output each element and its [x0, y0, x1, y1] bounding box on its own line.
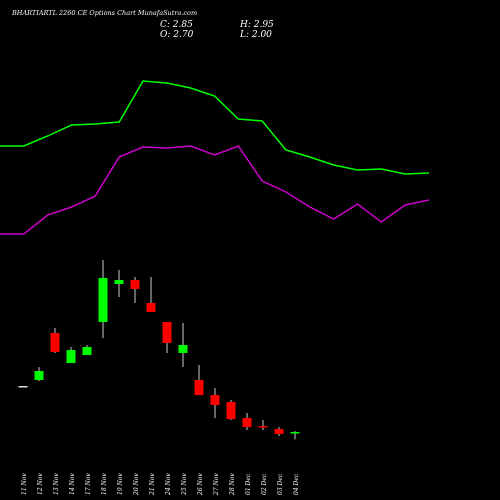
x-tick-label: 18 Nov	[101, 473, 108, 495]
x-tick-label: 14 Nov	[69, 473, 76, 495]
chart-title: BHARTIARTL 2260 CE Options Chart MunafaS…	[11, 9, 197, 17]
candle-body	[114, 280, 124, 284]
candle-body	[98, 277, 108, 322]
candle-body	[50, 333, 60, 353]
x-tick-label: 26 Nov	[197, 473, 204, 496]
x-tick-label: 28 Nov	[229, 473, 236, 496]
x-tick-label: 13 Nov	[53, 473, 60, 495]
x-tick-label: 02 Dec	[261, 473, 268, 495]
x-tick-label: 12 Nov	[37, 473, 44, 495]
x-tick-label: 20 Nov	[133, 473, 140, 496]
x-tick-label: 24 Nov	[165, 473, 172, 496]
candle-body	[290, 432, 300, 434]
candle-body	[242, 418, 252, 428]
x-tick-label: 27 Nov	[213, 473, 220, 496]
x-tick-label: 04 Dec	[293, 473, 300, 495]
candle-body	[210, 395, 220, 406]
candle-body	[18, 386, 28, 388]
candle-body	[130, 280, 140, 289]
x-tick-label: 25 Nov	[181, 473, 188, 496]
candle-body	[162, 322, 172, 343]
x-tick-label: 01 Dec	[245, 473, 252, 495]
candle-body	[34, 371, 44, 380]
candle-body	[82, 347, 92, 356]
indicator-line	[0, 145, 430, 235]
high-label: H: 2.95	[239, 20, 274, 30]
low-label: L: 2.00	[239, 30, 272, 40]
x-tick-label: 19 Nov	[117, 473, 124, 495]
open-label: O: 2.70	[160, 30, 194, 40]
x-tick-label: 11 Nov	[21, 473, 28, 495]
indicator-line	[0, 80, 430, 175]
candle-body	[146, 302, 156, 313]
candle-body	[194, 379, 204, 396]
x-tick-label: 17 Nov	[85, 473, 92, 495]
candle-body	[226, 402, 236, 420]
candle-body	[258, 426, 268, 428]
x-tick-label: 21 Nov	[149, 473, 156, 496]
candle-body	[274, 429, 284, 434]
x-tick-label: 03 Dec	[277, 473, 284, 495]
candle-body	[178, 344, 188, 353]
candle-body	[66, 350, 76, 364]
close-label: C: 2.85	[160, 20, 193, 30]
